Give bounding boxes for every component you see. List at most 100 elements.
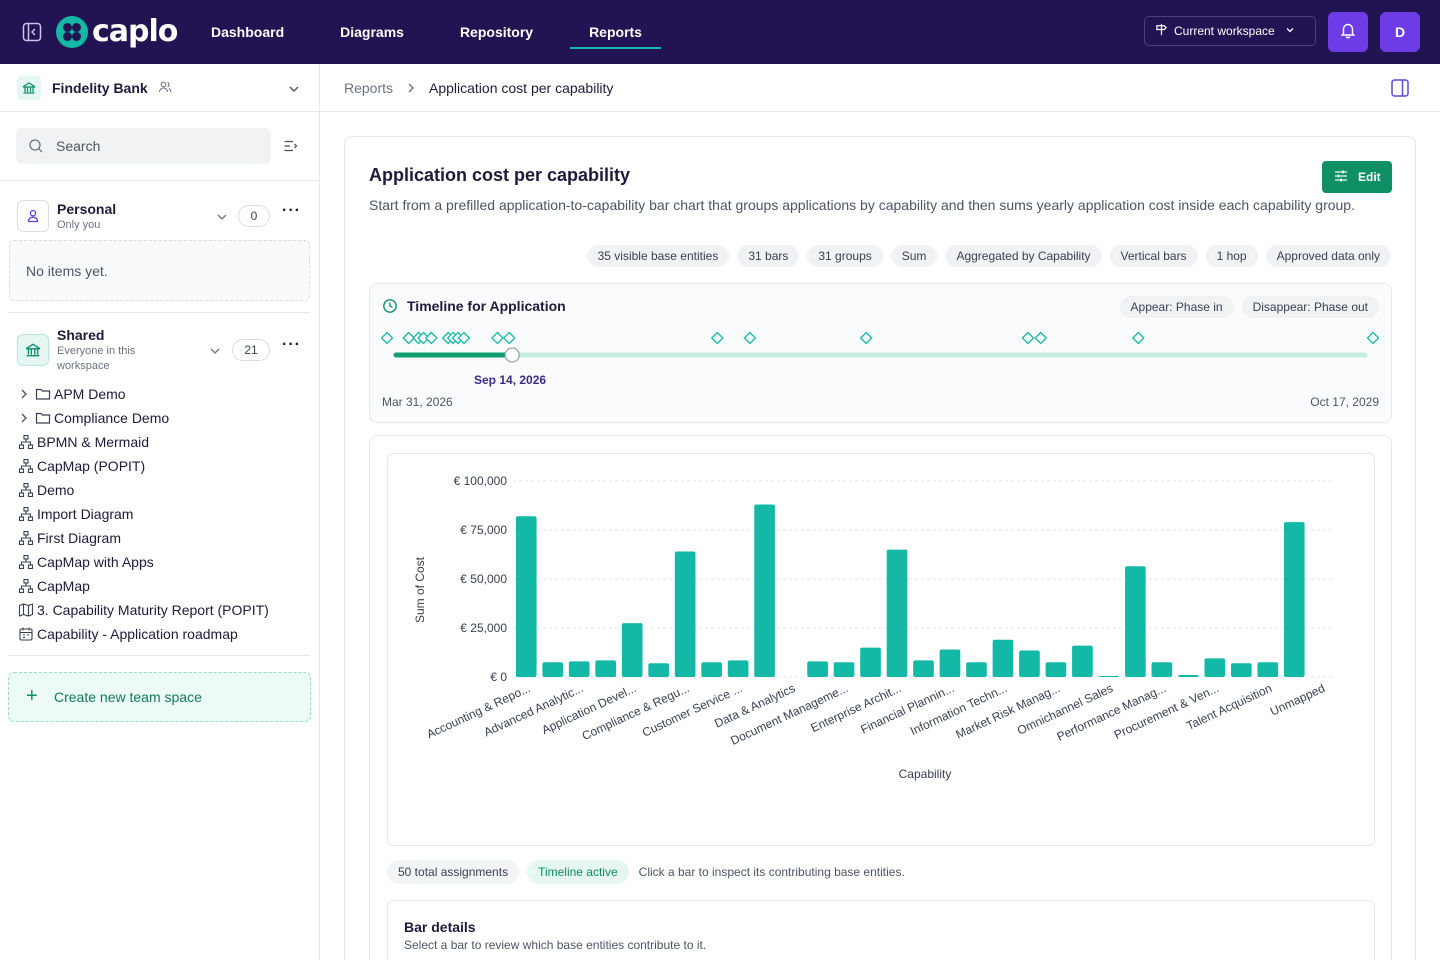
- timeline-event-marker[interactable]: [859, 331, 873, 345]
- chart-bar[interactable]: [1045, 662, 1067, 677]
- chart-bar[interactable]: [1019, 650, 1040, 677]
- org-selector[interactable]: Findelity Bank: [0, 64, 319, 112]
- tree-item[interactable]: CapMap: [0, 574, 319, 598]
- timeline-slider-handle[interactable]: [504, 347, 520, 363]
- timeline-event-marker[interactable]: [402, 331, 416, 345]
- shared-space-header[interactable]: Shared Everyone in this workspace 21 ···: [0, 322, 319, 378]
- tree-item[interactable]: Compliance Demo: [0, 406, 319, 430]
- nav-repository[interactable]: Repository: [459, 24, 534, 40]
- chart-bar[interactable]: [727, 660, 749, 677]
- tree-item[interactable]: CapMap with Apps: [0, 550, 319, 574]
- nav-dashboard[interactable]: Dashboard: [211, 24, 285, 40]
- bar-details-subtitle: Select a bar to review which base entiti…: [404, 938, 707, 952]
- chart-bar[interactable]: [1230, 663, 1252, 677]
- report-chip: 1 hop: [1205, 245, 1258, 267]
- timeline-event-marker[interactable]: [710, 331, 724, 345]
- chevron-right-icon[interactable]: [16, 386, 32, 402]
- more-options-icon[interactable]: ···: [282, 202, 301, 219]
- timeline-event-marker[interactable]: [1366, 331, 1380, 345]
- report-chip: 31 bars: [737, 245, 800, 267]
- timeline-event-marker[interactable]: [1034, 331, 1048, 345]
- nav-reports[interactable]: Reports: [568, 0, 663, 64]
- tree-item-label: CapMap with Apps: [37, 554, 154, 570]
- more-options-icon[interactable]: ···: [282, 336, 301, 353]
- chart-bar[interactable]: [568, 661, 590, 677]
- x-tick-label: Enterprise Archit...: [809, 681, 904, 735]
- tree-item[interactable]: Demo: [0, 478, 319, 502]
- tree-item-label: Compliance Demo: [54, 410, 170, 426]
- sidebar-collapse-icon[interactable]: [22, 22, 42, 42]
- tree-item[interactable]: 3. Capability Maturity Report (POPIT): [0, 598, 319, 622]
- chevron-down-icon[interactable]: [209, 344, 221, 362]
- chart-bar[interactable]: [515, 516, 537, 677]
- tree-item[interactable]: Import Diagram: [0, 502, 319, 526]
- chevron-right-icon[interactable]: [16, 410, 32, 426]
- timeline-event-marker[interactable]: [380, 331, 394, 345]
- personal-subtitle: Only you: [57, 219, 101, 231]
- chart-container: € 0 € 25,000 € 50,000 € 75,000 € 100,000 Acco…: [387, 453, 1375, 846]
- chart-bar[interactable]: [939, 649, 961, 677]
- chart-bar[interactable]: [542, 662, 564, 677]
- search-input[interactable]: [56, 136, 256, 156]
- x-tick-label: Unmapped: [1268, 681, 1327, 719]
- app-logo[interactable]: caplo: [56, 16, 178, 48]
- tree-item[interactable]: First Diagram: [0, 526, 319, 550]
- timeline-event-marker[interactable]: [1131, 331, 1145, 345]
- chart-bar[interactable]: [1178, 675, 1199, 677]
- diagram-icon: [18, 554, 34, 570]
- timeline-event-marker[interactable]: [491, 331, 504, 345]
- side-panel-toggle-icon[interactable]: [1390, 78, 1410, 103]
- user-avatar[interactable]: D: [1380, 12, 1420, 52]
- tree-item[interactable]: APM Demo: [0, 382, 319, 406]
- chart-bar[interactable]: [1151, 662, 1173, 677]
- shared-subtitle: Everyone in this workspace: [57, 345, 136, 372]
- chevron-down-icon[interactable]: [216, 210, 228, 228]
- chart-bar[interactable]: [621, 623, 643, 677]
- chart-bar[interactable]: [992, 639, 1014, 677]
- chart-bar[interactable]: [648, 663, 669, 677]
- timeline-slider[interactable]: [370, 324, 1391, 370]
- chart-bar[interactable]: [833, 662, 855, 677]
- chart-bar[interactable]: [1125, 566, 1146, 677]
- chart-bar[interactable]: [1283, 522, 1305, 677]
- timeline-event-marker[interactable]: [1021, 331, 1035, 345]
- personal-empty-state: No items yet.: [9, 240, 310, 301]
- chart-bar[interactable]: [701, 662, 722, 677]
- chart-bar[interactable]: [1098, 676, 1120, 678]
- chart-bar[interactable]: [1204, 658, 1226, 677]
- tree-item[interactable]: Capability - Application roadmap: [0, 622, 319, 646]
- nav-diagrams[interactable]: Diagrams: [340, 24, 404, 40]
- chart-bar[interactable]: [807, 661, 828, 677]
- total-assignments-pill: 50 total assignments: [387, 860, 520, 884]
- chart-bar[interactable]: [913, 660, 934, 677]
- chart-bar[interactable]: [595, 660, 617, 677]
- breadcrumb-reports-link[interactable]: Reports: [344, 80, 394, 96]
- chart-bar[interactable]: [886, 549, 908, 677]
- chart-bar[interactable]: [860, 647, 881, 677]
- page-title: Application cost per capability: [369, 165, 631, 185]
- chart-bar[interactable]: [1072, 645, 1093, 677]
- workspace-selector[interactable]: Current workspace: [1144, 16, 1316, 46]
- report-description: Start from a prefilled application-to-ca…: [369, 197, 1355, 213]
- timeline-event-marker[interactable]: [743, 331, 757, 345]
- clock-icon: [382, 298, 398, 319]
- create-team-space-button[interactable]: + Create new team space: [8, 672, 311, 722]
- divider: [9, 312, 310, 313]
- filter-settings-icon[interactable]: [283, 138, 299, 159]
- shared-title: Shared: [57, 327, 105, 343]
- chart-bar[interactable]: [754, 504, 775, 677]
- chart-hint: Click a bar to inspect its contributing …: [638, 865, 905, 879]
- chart-bar[interactable]: [966, 662, 987, 677]
- edit-button[interactable]: Edit: [1322, 161, 1392, 193]
- chevron-down-icon: [1285, 24, 1295, 38]
- chart-bar[interactable]: [674, 551, 696, 677]
- personal-space-header[interactable]: Personal Only you 0 ···: [0, 192, 319, 240]
- tree-item[interactable]: CapMap (POPIT): [0, 454, 319, 478]
- timeline-event-marker[interactable]: [457, 331, 471, 345]
- tree-item[interactable]: BPMN & Mermaid: [0, 430, 319, 454]
- personal-count-badge: 0: [238, 205, 270, 227]
- timeline-event-marker[interactable]: [502, 331, 516, 345]
- timeline-event-marker[interactable]: [424, 331, 438, 345]
- notifications-button[interactable]: [1328, 12, 1368, 52]
- chart-bar[interactable]: [1257, 662, 1279, 677]
